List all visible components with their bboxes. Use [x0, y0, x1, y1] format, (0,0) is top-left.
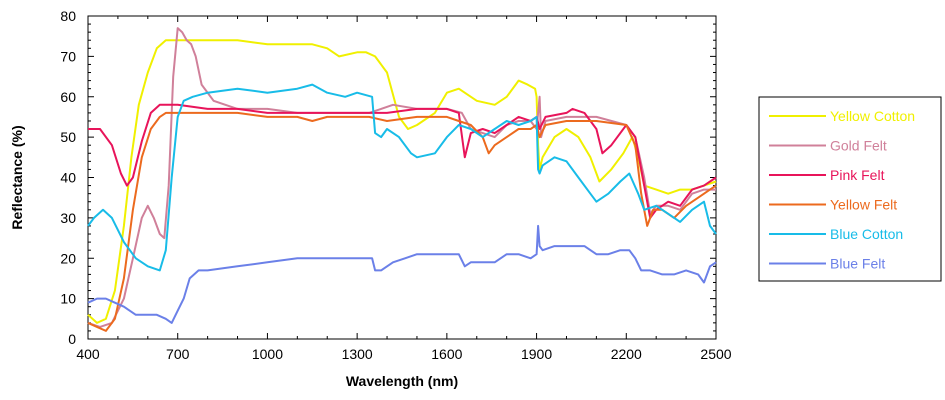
series-line-blue-cotton: [87, 83, 717, 272]
legend-label: Gold Felt: [830, 138, 887, 154]
legend-label: Pink Felt: [830, 167, 885, 183]
y-tick-label: 30: [60, 210, 76, 226]
series-line-pink-felt: [88, 103, 717, 219]
y-tick-label: 80: [60, 8, 76, 24]
x-tick-label: 1600: [431, 346, 462, 362]
x-axis-title: Wavelength (nm): [346, 373, 458, 389]
series-line-blue-felt: [87, 224, 717, 324]
x-tick-label: 1300: [342, 346, 373, 362]
legend-box: [758, 96, 942, 282]
y-tick-label: 0: [68, 331, 76, 347]
x-axis: 400 700 1000 1300 1600 1900 2200 2500: [76, 16, 732, 362]
y-tick-label: 70: [60, 48, 76, 64]
legend: Yellow Cotton Gold Felt Pink Felt Yellow Fe…: [758, 96, 942, 282]
plot-frame: [87, 15, 717, 340]
y-tick-label: 40: [60, 170, 76, 186]
series-line-yellow-felt: [87, 111, 717, 332]
legend-label: Yellow Felt: [830, 197, 897, 213]
series-lines: [87, 27, 717, 332]
x-tick-label: 700: [166, 346, 190, 362]
legend-label: Blue Felt: [830, 256, 885, 272]
y-tick-label: 20: [60, 250, 76, 266]
x-tick-label: 2500: [700, 346, 731, 362]
y-tick-label: 50: [60, 129, 76, 145]
y-axis-title: Reflectance (%): [9, 125, 25, 229]
x-tick-label: 1000: [252, 346, 283, 362]
x-tick-label: 1900: [521, 346, 552, 362]
y-tick-label: 10: [60, 291, 76, 307]
legend-label: Yellow Cotton: [830, 108, 915, 124]
legend-label: Blue Cotton: [830, 226, 903, 242]
y-tick-label: 60: [60, 89, 76, 105]
x-tick-label: 2200: [611, 346, 642, 362]
series-line-gold-felt: [87, 27, 716, 328]
series-line-yellow-cotton: [87, 39, 717, 324]
y-axis: 0 10 20 30 40 50 60 70 80: [60, 8, 716, 347]
plot-area: 400 700 1000 1300 1600 1900 2200 2500 010203040…: [60, 8, 731, 362]
x-tick-label: 400: [76, 346, 100, 362]
